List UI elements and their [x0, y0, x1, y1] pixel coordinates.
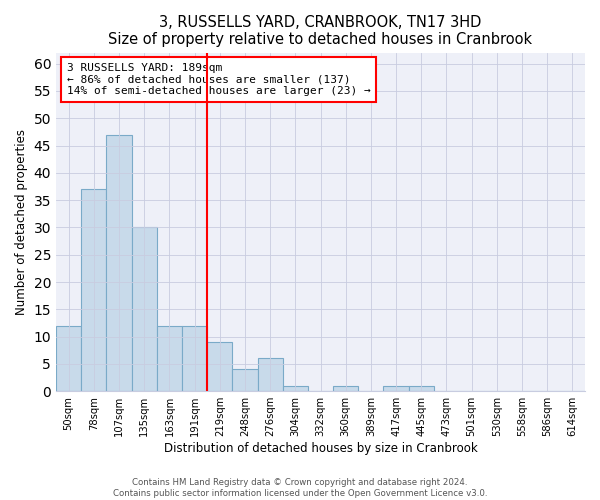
Bar — [409, 386, 434, 391]
Text: 3 RUSSELLS YARD: 189sqm
← 86% of detached houses are smaller (137)
14% of semi-d: 3 RUSSELLS YARD: 189sqm ← 86% of detache… — [67, 63, 370, 96]
Bar — [232, 370, 257, 391]
Text: Contains HM Land Registry data © Crown copyright and database right 2024.
Contai: Contains HM Land Registry data © Crown c… — [113, 478, 487, 498]
Bar — [182, 326, 207, 391]
Bar — [157, 326, 182, 391]
Bar — [131, 228, 157, 391]
Bar — [257, 358, 283, 391]
Bar — [333, 386, 358, 391]
Bar — [106, 134, 131, 391]
Bar — [383, 386, 409, 391]
Title: 3, RUSSELLS YARD, CRANBROOK, TN17 3HD
Size of property relative to detached hous: 3, RUSSELLS YARD, CRANBROOK, TN17 3HD Si… — [109, 15, 533, 48]
Bar — [283, 386, 308, 391]
Bar — [56, 326, 81, 391]
Bar — [207, 342, 232, 391]
Y-axis label: Number of detached properties: Number of detached properties — [15, 129, 28, 315]
Bar — [81, 189, 106, 391]
X-axis label: Distribution of detached houses by size in Cranbrook: Distribution of detached houses by size … — [164, 442, 478, 455]
